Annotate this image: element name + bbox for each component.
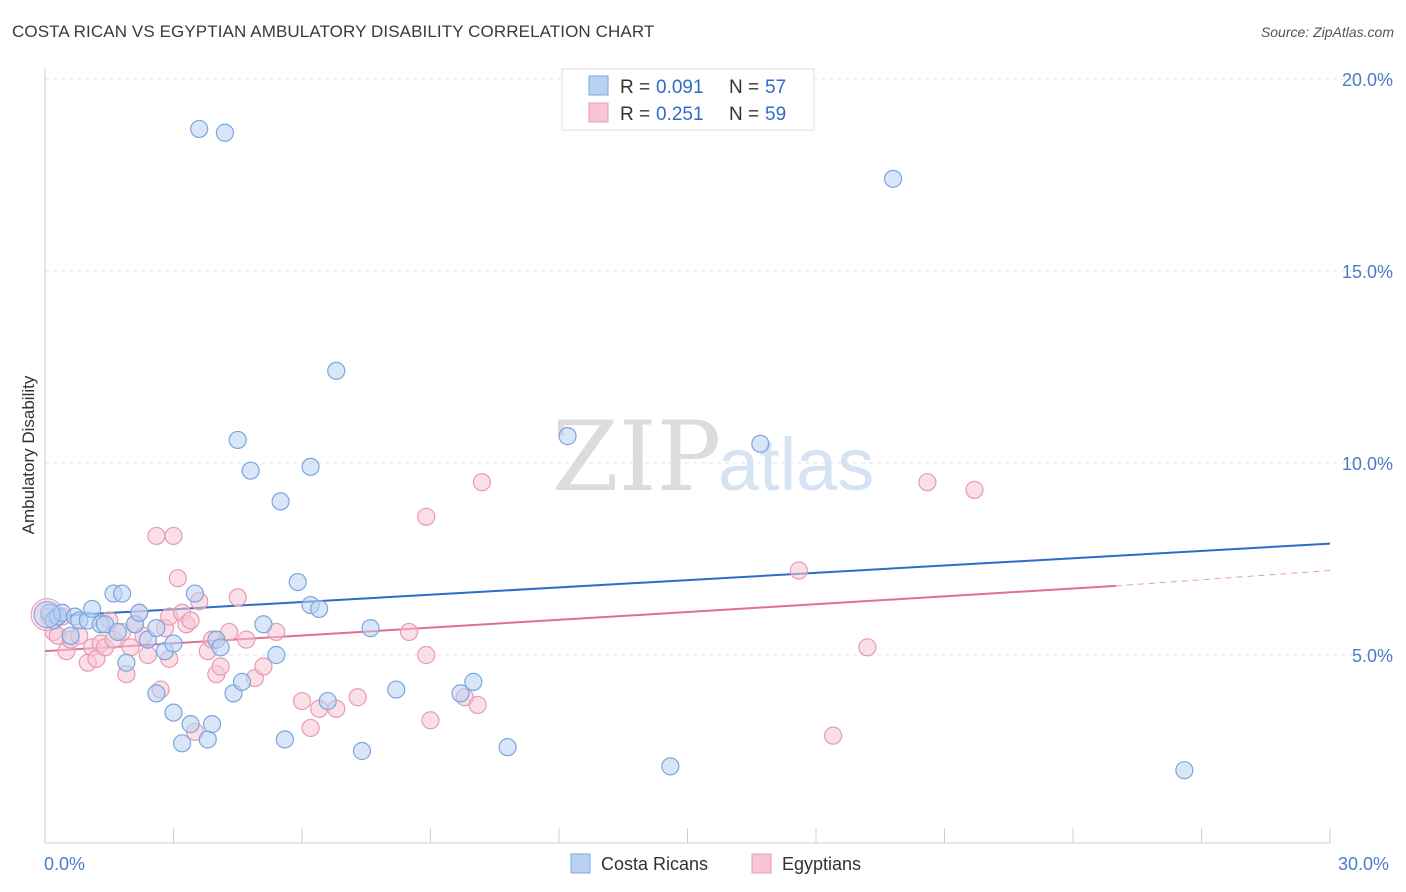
point-costa-ricans <box>275 730 294 749</box>
point-costa-ricans <box>254 615 273 634</box>
bottom-legend-label-egyptians: Egyptians <box>782 854 861 874</box>
trend-line-costa-ricans <box>44 542 1331 618</box>
point-egyptians <box>254 657 273 676</box>
point-costa-ricans <box>108 622 127 642</box>
point-costa-ricans <box>327 361 346 380</box>
point-costa-ricans <box>498 738 517 757</box>
y-axis-label: Ambulatory Disability <box>19 375 38 534</box>
point-costa-ricans <box>215 123 234 142</box>
point-egyptians <box>138 645 157 665</box>
point-egyptians <box>147 526 166 546</box>
point-costa-ricans <box>661 757 680 776</box>
point-costa-ricans <box>464 672 483 691</box>
x-tick-label-max: 30.0% <box>1338 854 1389 874</box>
legend-n-label-2: N = <box>729 104 759 125</box>
point-costa-ricans <box>232 672 252 691</box>
point-egyptians <box>181 611 200 630</box>
point-costa-ricans <box>310 599 329 619</box>
y-tick-labels: 5.0% 10.0% 15.0% 20.0% <box>1342 70 1393 666</box>
point-egyptians <box>417 507 436 526</box>
legend: R = 0.091 N = 57 R = 0.251 N = 59 <box>561 68 815 131</box>
watermark-zip: ZIP <box>552 401 721 513</box>
point-costa-ricans <box>130 603 149 622</box>
legend-n-label-1: N = <box>729 77 759 98</box>
point-egyptians <box>301 718 320 738</box>
point-costa-ricans <box>1175 761 1194 780</box>
point-egyptians <box>417 645 436 665</box>
point-costa-ricans <box>318 691 337 711</box>
point-costa-ricans <box>211 638 230 657</box>
point-egyptians <box>228 588 247 607</box>
point-costa-ricans <box>198 730 217 749</box>
point-egyptians <box>237 630 256 649</box>
point-costa-ricans <box>751 434 770 453</box>
point-costa-ricans <box>352 741 372 761</box>
point-costa-ricans <box>451 684 470 703</box>
point-costa-ricans <box>190 119 209 139</box>
point-costa-ricans <box>164 703 183 722</box>
point-costa-ricans <box>202 715 222 734</box>
watermark-atlas: atlas <box>718 423 874 506</box>
series-costa-ricans <box>33 119 1194 780</box>
point-egyptians <box>472 473 491 492</box>
legend-r-label-2: R = <box>620 104 650 125</box>
point-costa-ricans <box>117 653 136 672</box>
point-egyptians <box>399 622 419 642</box>
y-tick-label-20: 20.0% <box>1342 70 1393 90</box>
point-costa-ricans <box>558 427 577 446</box>
point-costa-ricans <box>267 645 286 665</box>
source-label: Source: ZipAtlas.com <box>1260 24 1394 40</box>
point-costa-ricans <box>241 461 260 480</box>
bottom-legend-label-costa-ricans: Costa Ricans <box>601 854 708 874</box>
point-costa-ricans <box>172 734 192 753</box>
legend-swatch-costa-ricans <box>588 75 609 96</box>
point-costa-ricans <box>387 680 406 699</box>
point-costa-ricans <box>61 626 80 645</box>
chart-title: COSTA RICAN VS EGYPTIAN AMBULATORY DISAB… <box>12 22 655 41</box>
trend-line-egyptians-extension <box>1115 570 1331 587</box>
point-costa-ricans <box>288 572 307 592</box>
point-egyptians <box>824 726 843 745</box>
x-ticks <box>173 828 1331 843</box>
point-cluster-costa-ricans <box>33 601 61 629</box>
point-egyptians <box>858 638 877 657</box>
point-costa-ricans <box>271 492 290 511</box>
bottom-legend-swatch-egyptians <box>751 853 772 874</box>
point-egyptians <box>211 657 230 676</box>
point-costa-ricans <box>883 169 903 188</box>
legend-r-label-1: R = <box>620 77 650 98</box>
point-costa-ricans <box>147 619 166 638</box>
y-tick-label-10: 10.0% <box>1342 454 1393 474</box>
point-egyptians <box>164 526 183 546</box>
point-costa-ricans <box>361 619 380 638</box>
point-costa-ricans <box>185 584 205 603</box>
legend-r-value-2: 0.251 <box>656 104 704 125</box>
point-costa-ricans <box>147 684 166 703</box>
point-costa-ricans <box>83 599 102 619</box>
point-costa-ricans <box>181 715 200 734</box>
grid-lines <box>45 78 1390 656</box>
bottom-legend: Costa Ricans Egyptians <box>570 853 861 874</box>
point-costa-ricans <box>164 634 183 653</box>
x-tick-label-min: 0.0% <box>44 854 85 874</box>
point-costa-ricans <box>301 457 320 476</box>
point-egyptians <box>421 711 440 730</box>
legend-n-value-2: 59 <box>765 104 786 125</box>
point-egyptians <box>468 695 487 715</box>
point-egyptians <box>789 561 808 580</box>
y-tick-label-5: 5.0% <box>1352 646 1393 666</box>
point-egyptians <box>348 688 367 707</box>
legend-n-value-1: 57 <box>765 77 786 98</box>
y-tick-label-15: 15.0% <box>1342 262 1393 282</box>
legend-swatch-egyptians <box>588 102 609 123</box>
legend-r-value-1: 0.091 <box>656 77 704 98</box>
point-egyptians <box>965 480 984 499</box>
point-egyptians <box>918 473 937 492</box>
point-egyptians <box>292 691 312 711</box>
bottom-legend-swatch-costa-ricans <box>570 853 591 874</box>
point-costa-ricans <box>228 430 247 450</box>
point-egyptians <box>168 569 187 588</box>
point-costa-ricans <box>112 584 132 603</box>
